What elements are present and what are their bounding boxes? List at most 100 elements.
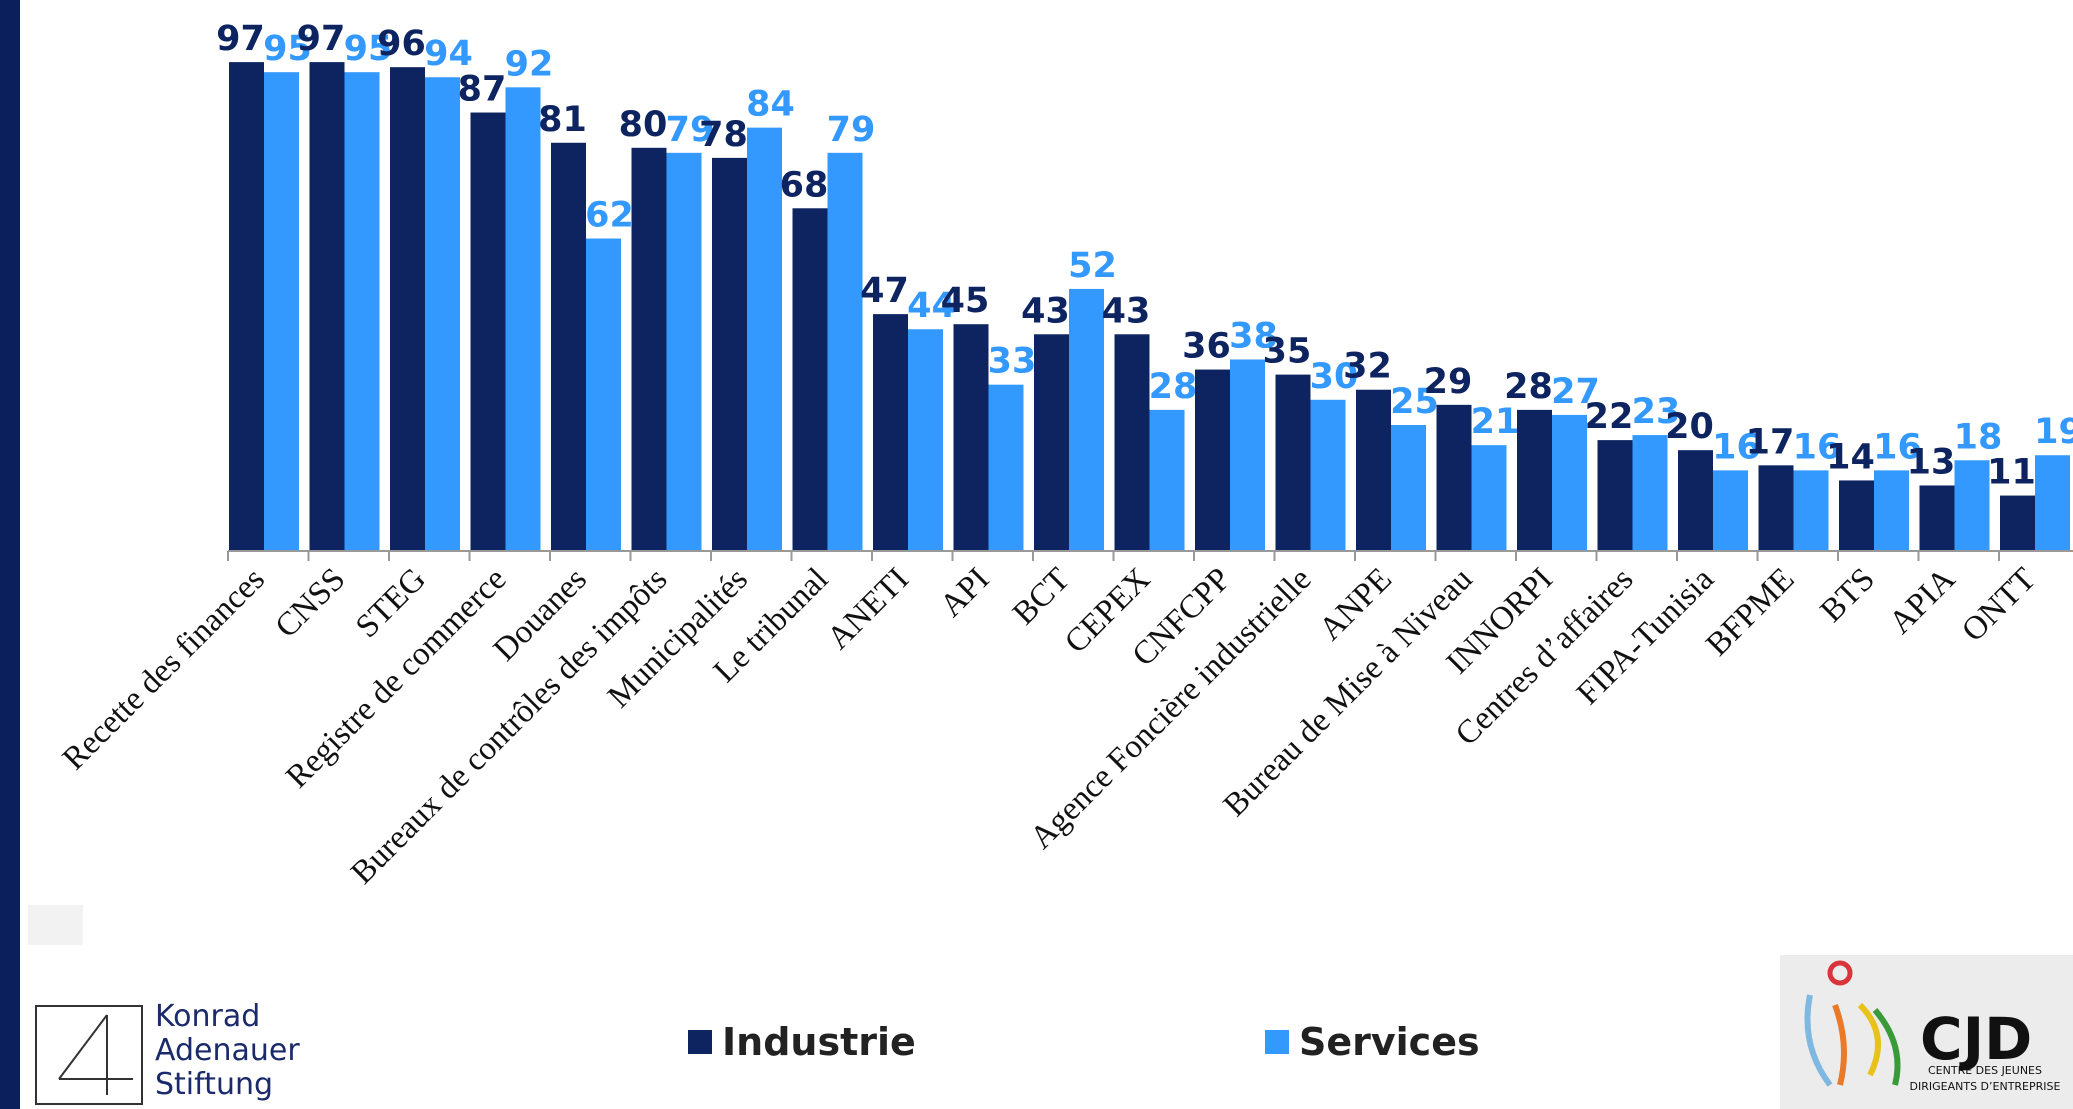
bar-industrie-21 [1919,485,1955,551]
kas-logo-text: Konrad Adenauer Stiftung [155,999,300,1102]
legend-swatch-industrie [688,1030,712,1054]
data-label-industrie-19: 17 [1746,422,1795,462]
bar-services-2 [425,77,460,552]
data-label-industrie-12: 36 [1182,327,1231,367]
legend-swatch-services [1265,1030,1289,1054]
bar-industrie-0 [229,62,264,552]
bar-services-8 [908,329,943,551]
data-label-industrie-20: 14 [1826,437,1875,477]
data-label-industrie-0: 97 [216,19,265,59]
data-label-services-1: 95 [344,29,393,69]
bar-industrie-20 [1839,480,1874,551]
bar-industrie-5 [631,147,667,552]
data-label-industrie-17: 22 [1585,397,1634,437]
bar-services-3 [505,87,541,551]
legend-item-services: Services [1265,1020,1480,1064]
data-label-services-21: 18 [1954,417,2003,457]
bar-services-10 [1069,288,1104,551]
category-label-21: APIA [1882,561,1962,641]
bar-services-16 [1552,414,1587,551]
bar-services-21 [1954,460,1990,551]
category-label-10: BCT [1006,561,1077,632]
data-label-services-17: 23 [1632,392,1681,432]
cjd-logo-subtitle: CENTRE DES JEUNES DIRIGEANTS D’ENTREPRIS… [1909,1064,2061,1093]
data-label-services-13: 30 [1310,357,1359,397]
category-label-19: BFPME [1699,561,1801,663]
data-label-services-20: 16 [1873,427,1922,467]
bar-services-14 [1391,425,1426,551]
bar-industrie-9 [953,324,989,551]
bar-services-11 [1149,409,1185,551]
data-label-services-10: 52 [1068,246,1117,286]
bar-industrie-8 [873,314,908,551]
data-label-services-11: 28 [1149,367,1198,407]
data-label-services-14: 25 [1390,382,1439,422]
chart-legend: Industrie Services [0,1020,2073,1070]
data-label-services-0: 95 [263,29,312,69]
legend-label-services: Services [1299,1020,1480,1064]
data-label-industrie-3: 87 [458,70,507,110]
data-label-services-7: 79 [827,110,876,150]
bar-services-20 [1874,470,1909,551]
bar-services-6 [747,127,782,551]
bar-services-18 [1713,470,1748,551]
data-label-industrie-11: 43 [1102,291,1151,331]
category-label-0: Recette des finances [56,561,272,777]
bar-industrie-22 [2000,495,2035,551]
bar-industrie-17 [1597,440,1633,551]
bar-services-15 [1471,445,1507,551]
category-label-22: ONTT [1955,561,2043,649]
bar-services-4 [586,238,621,551]
bar-services-1 [344,72,380,551]
category-label-9: API [933,561,996,624]
data-label-industrie-21: 13 [1907,442,1956,482]
kas-logo-mark [35,1005,143,1105]
category-label-1: CNSS [269,561,353,645]
data-label-services-4: 62 [585,196,634,236]
bar-services-12 [1230,359,1265,551]
bar-industrie-1 [309,62,345,552]
data-label-services-22: 19 [2034,412,2073,452]
data-label-services-2: 94 [424,34,473,74]
data-label-industrie-14: 32 [1343,347,1392,387]
data-label-industrie-15: 29 [1424,362,1473,402]
bar-industrie-19 [1758,465,1794,551]
bar-industrie-18 [1678,450,1713,551]
bar-services-5 [666,152,702,551]
bar-services-7 [827,152,863,551]
data-label-services-6: 84 [746,85,795,125]
data-label-industrie-6: 78 [699,115,748,155]
data-label-industrie-5: 80 [619,105,668,145]
data-label-services-16: 27 [1551,372,1600,412]
data-label-services-5: 79 [666,110,715,150]
cjd-figures-icon [1804,960,1901,1087]
data-label-industrie-16: 28 [1504,367,1553,407]
bar-services-22 [2035,455,2070,551]
bar-industrie-10 [1034,334,1069,551]
data-label-industrie-4: 81 [538,100,587,140]
data-label-industrie-10: 43 [1021,291,1070,331]
data-label-industrie-22: 11 [1987,453,2036,493]
data-label-services-18: 16 [1712,427,1761,467]
bar-services-9 [988,384,1024,551]
bar-services-0 [264,72,299,551]
bar-industrie-15 [1436,404,1472,551]
bar-industrie-16 [1517,409,1552,551]
bar-services-17 [1632,435,1668,551]
data-label-industrie-13: 35 [1263,332,1312,372]
cjd-logo: CJD CENTRE DES JEUNES DIRIGEANTS D’ENTRE… [1780,955,2073,1109]
data-label-industrie-1: 97 [297,19,346,59]
data-label-services-3: 92 [505,44,554,84]
data-label-industrie-8: 47 [860,271,909,311]
cjd-logo-text: CJD [1920,1005,2033,1073]
left-accent-bar [0,0,20,1109]
bar-industrie-2 [390,67,425,551]
data-label-services-9: 33 [988,342,1037,382]
bar-industrie-11 [1114,334,1150,551]
bar-industrie-13 [1275,374,1311,551]
kas-emblem-icon [58,1014,133,1095]
data-label-industrie-7: 68 [780,165,829,205]
legend-label-industrie: Industrie [722,1020,916,1064]
bar-industrie-14 [1356,389,1391,551]
